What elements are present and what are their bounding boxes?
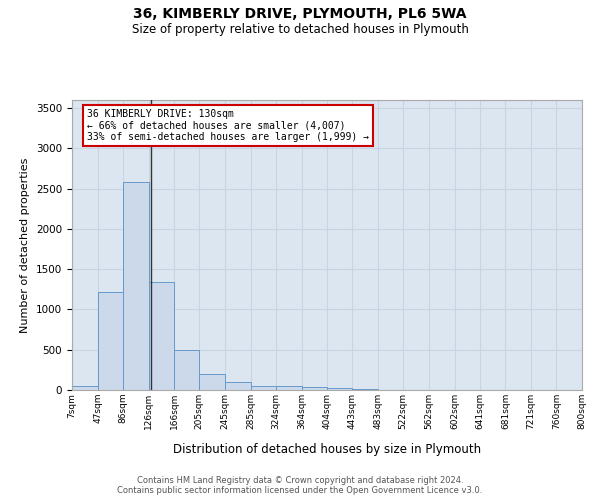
Bar <box>199 374 225 390</box>
Bar <box>251 386 276 390</box>
Text: Size of property relative to detached houses in Plymouth: Size of property relative to detached ho… <box>131 22 469 36</box>
Bar <box>328 388 352 390</box>
Bar <box>72 386 98 390</box>
Text: 36 KIMBERLY DRIVE: 130sqm
← 66% of detached houses are smaller (4,007)
33% of se: 36 KIMBERLY DRIVE: 130sqm ← 66% of detac… <box>88 108 370 142</box>
Bar <box>123 182 149 390</box>
Y-axis label: Number of detached properties: Number of detached properties <box>20 158 31 332</box>
Bar <box>98 292 123 390</box>
Bar <box>174 350 199 390</box>
Text: Contains HM Land Registry data © Crown copyright and database right 2024.
Contai: Contains HM Land Registry data © Crown c… <box>118 476 482 495</box>
Text: Distribution of detached houses by size in Plymouth: Distribution of detached houses by size … <box>173 442 481 456</box>
Bar <box>302 387 328 390</box>
Bar <box>149 282 174 390</box>
Bar <box>276 386 302 390</box>
Bar <box>225 382 251 390</box>
Text: 36, KIMBERLY DRIVE, PLYMOUTH, PL6 5WA: 36, KIMBERLY DRIVE, PLYMOUTH, PL6 5WA <box>133 8 467 22</box>
Bar <box>352 389 378 390</box>
